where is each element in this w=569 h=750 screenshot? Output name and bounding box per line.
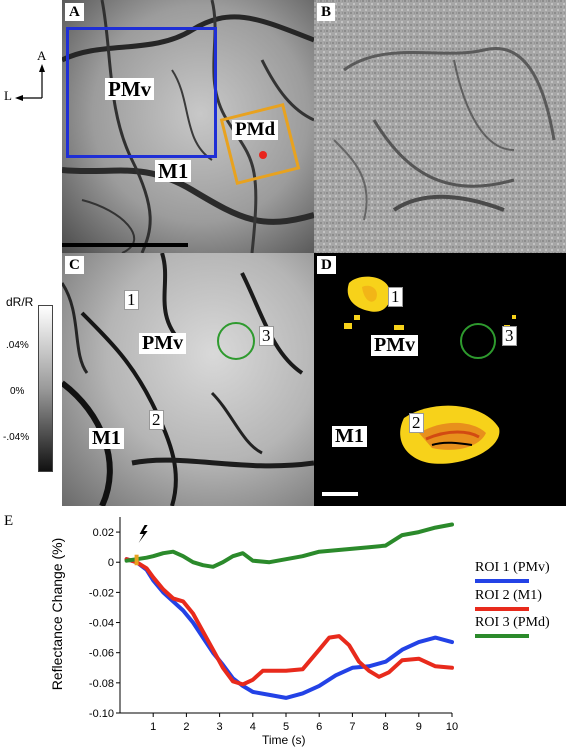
roi3-circle-d	[460, 323, 496, 359]
x-tick-label: 1	[150, 721, 156, 733]
panel-b-label: B	[317, 3, 336, 21]
lightning-icon	[138, 525, 148, 543]
x-tick-label: 10	[446, 721, 458, 733]
colorbar-title: dR/R	[6, 295, 34, 309]
chart-series	[124, 522, 454, 700]
pmv-box	[66, 27, 217, 158]
x-tick-label: 3	[217, 721, 223, 733]
panel-d-m1: M1	[332, 426, 367, 447]
panel-d: D PMv M1 1 2 3	[314, 253, 566, 506]
panel-c-label: C	[65, 256, 84, 274]
x-tick-label: 5	[283, 721, 289, 733]
panel-e-label: E	[4, 513, 14, 529]
y-tick-label: -0.06	[89, 648, 114, 660]
panel-c: C PMv M1 1 2 3	[62, 253, 314, 506]
panel-b: B	[314, 0, 566, 253]
orientation-arrows	[15, 64, 45, 101]
panel-d-pmv: PMv	[371, 335, 419, 356]
series-line-roi2	[124, 557, 454, 687]
legend-swatch-roi1	[475, 579, 529, 583]
panel-c-roi-1: 1	[124, 290, 139, 310]
chart-legend: ROI 1 (PMv) ROI 2 (M1) ROI 3 (PMd)	[475, 560, 569, 655]
colorbar-tick-zero: 0%	[10, 386, 25, 397]
panel-a: A PMv PMd M1	[62, 0, 314, 253]
panel-c-roi-2: 2	[149, 410, 164, 430]
series-line-roi1	[124, 557, 454, 700]
colorbar-tick-low: -.04%	[3, 432, 30, 443]
colorbar-tick-high: .04%	[6, 340, 29, 351]
chart-e: 0.02 0 -0.02 -0.04 -0.06 -0.08 -0.10 1 2 3 4 5 6 7 8 9 1…	[89, 517, 458, 733]
panel-d-activation	[344, 276, 516, 464]
stimulus-bar	[134, 554, 139, 566]
anterior-label: A	[37, 48, 47, 63]
x-tick-label: 4	[250, 721, 256, 733]
panel-c-vessels	[62, 253, 314, 506]
y-tick-label: -0.04	[89, 618, 114, 630]
y-tick-label: -0.08	[89, 678, 114, 690]
panel-d-roi-1: 1	[388, 287, 403, 307]
y-axis-label: Reflectance Change (%)	[49, 537, 65, 691]
scale-bar-a	[62, 243, 188, 247]
panel-b-texture	[314, 0, 566, 253]
pmd-marker-dot	[259, 151, 267, 159]
panel-c-roi-3: 3	[259, 326, 274, 346]
panel-d-roi-3: 3	[502, 326, 517, 346]
legend-label-roi2: ROI 2 (M1)	[475, 588, 542, 603]
x-tick-label: 9	[416, 721, 422, 733]
y-tick-label: -0.10	[89, 708, 114, 720]
x-tick-label: 6	[316, 721, 322, 733]
y-tick-label: 0.02	[93, 527, 114, 539]
x-axis-label: Time (s)	[262, 733, 306, 747]
stimulus-marker	[134, 525, 148, 566]
lateral-label: L	[4, 88, 12, 103]
legend-label-roi1: ROI 1 (PMv)	[475, 560, 550, 575]
panel-a-m1: M1	[155, 160, 192, 182]
scale-bar-d	[322, 492, 358, 496]
panel-c-pmv: PMv	[139, 333, 187, 354]
x-tick-label: 8	[383, 721, 389, 733]
y-tick-label: -0.02	[89, 587, 114, 599]
chart-axes: 0.02 0 -0.02 -0.04 -0.06 -0.08 -0.10 1 2 3 4 5 6 7 8 9 1…	[89, 517, 458, 733]
panel-d-label: D	[317, 256, 336, 274]
x-tick-label: 7	[349, 721, 355, 733]
colorbar	[38, 305, 53, 472]
figure-top: A L A PMv PMd M1	[3, 0, 566, 506]
panel-c-m1: M1	[89, 428, 124, 449]
panel-a-pmv: PMv	[105, 78, 155, 100]
series-line-roi3	[124, 522, 454, 569]
panel-a-pmd: PMd	[232, 120, 279, 140]
legend-swatch-roi2	[475, 607, 529, 611]
legend-swatch-roi3	[475, 634, 529, 638]
x-tick-label: 2	[183, 721, 189, 733]
panel-a-label: A	[65, 3, 84, 21]
panel-d-roi-2: 2	[409, 413, 424, 433]
roi3-circle-c	[217, 322, 255, 360]
legend-label-roi3: ROI 3 (PMd)	[475, 615, 550, 630]
y-tick-label: 0	[108, 557, 114, 569]
